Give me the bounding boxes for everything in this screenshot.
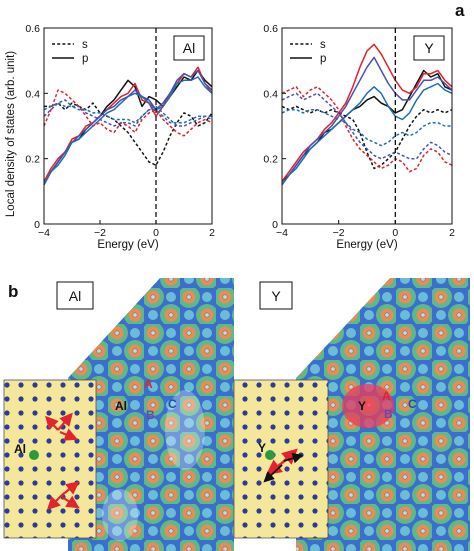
solute-lobe xyxy=(342,384,394,428)
y-tick-label: 0.4 xyxy=(25,88,40,100)
map-label: Y xyxy=(271,288,281,304)
series-purple-s xyxy=(43,99,213,127)
series-black-s xyxy=(281,105,453,170)
x-axis-label: Energy (eV) xyxy=(97,239,159,251)
element-box-frame xyxy=(173,35,205,61)
series-blue-s xyxy=(43,102,212,124)
y-tick-label: 0.2 xyxy=(263,154,278,166)
site-label-c: C xyxy=(168,397,177,411)
x-tick-label: −2 xyxy=(94,227,106,239)
map-label-box xyxy=(259,281,293,310)
inset-lattice: Al xyxy=(3,379,97,539)
density-map-surface xyxy=(68,278,234,551)
element-box-frame xyxy=(413,35,445,61)
x-tick-label: 0 xyxy=(153,227,159,239)
y-tick-label: 0.6 xyxy=(25,23,40,35)
site-label-b: B xyxy=(384,407,393,421)
element-label: Y xyxy=(424,40,434,56)
chart-legend: sp xyxy=(52,39,88,65)
charge-density-map-al: Al Al Al A B C xyxy=(3,278,234,551)
plot-frame xyxy=(281,27,453,225)
inset-lattice: Y xyxy=(233,379,329,539)
map-label: Al xyxy=(69,288,81,304)
series-red-p xyxy=(43,66,213,182)
site-label-b: B xyxy=(146,408,155,422)
series-blue-p xyxy=(281,82,453,186)
x-tick-label: −2 xyxy=(333,227,345,239)
site-label-c: C xyxy=(408,397,417,411)
panel-b-letter: b xyxy=(8,282,18,301)
x-axis-label: Energy (eV) xyxy=(336,239,398,251)
series-red-s xyxy=(43,89,213,137)
element-box: Al xyxy=(173,35,205,61)
legend-label: s xyxy=(82,39,88,51)
series-red-p xyxy=(281,43,453,182)
series-black-s xyxy=(44,102,213,166)
series-red-s xyxy=(281,86,453,173)
y-tick-label: 0.6 xyxy=(263,23,278,35)
inset-solute-label: Y xyxy=(258,441,266,455)
map-label-box xyxy=(56,281,94,310)
series-black-p xyxy=(43,69,213,186)
series-purple-p xyxy=(281,56,453,186)
inset-solute-label: Al xyxy=(14,442,26,456)
solute-label: Al xyxy=(115,399,127,413)
site-label-a: A xyxy=(382,389,391,403)
element-label: Al xyxy=(183,40,195,56)
x-tick-label: −4 xyxy=(276,227,288,239)
solute-atom xyxy=(265,450,275,460)
series-purple-p xyxy=(43,69,213,186)
plot-frame xyxy=(43,27,213,225)
x-tick-label: 0 xyxy=(392,227,398,239)
y-tick-label: 0 xyxy=(272,219,278,231)
legend-label: p xyxy=(82,53,88,65)
dos-chart-al: −4 −2 0 2 0 0.2 0.4 0.6 sp Al Energy (eV) Local… xyxy=(5,23,215,251)
y-axis-label: Local density of states (arb. unit) xyxy=(5,51,17,217)
series-blue-s xyxy=(281,108,452,147)
x-tick-label: 2 xyxy=(209,227,215,239)
series-black-p xyxy=(281,69,453,183)
series-blue-p xyxy=(43,76,213,186)
light-patches xyxy=(102,390,205,541)
legend-label: s xyxy=(320,39,326,51)
legend-label: p xyxy=(320,53,326,65)
element-box: Y xyxy=(413,35,445,61)
site-label-a: A xyxy=(144,377,153,391)
y-tick-label: 0 xyxy=(34,219,40,231)
dos-chart-y: −4 −2 0 2 0 0.2 0.4 0.6 sp Y Energy (eV) xyxy=(263,23,455,251)
solute-atom xyxy=(29,450,39,460)
solute-label: Y xyxy=(358,399,366,413)
x-tick-label: −4 xyxy=(38,227,50,239)
panel-a-letter: a xyxy=(455,1,465,20)
x-tick-label: 2 xyxy=(449,227,455,239)
charge-density-map-y: Y Y Y A B C xyxy=(233,278,470,551)
y-tick-label: 0.2 xyxy=(25,154,40,166)
series-purple-s xyxy=(281,92,453,160)
chart-legend: sp xyxy=(290,39,326,65)
y-tick-label: 0.4 xyxy=(263,88,278,100)
